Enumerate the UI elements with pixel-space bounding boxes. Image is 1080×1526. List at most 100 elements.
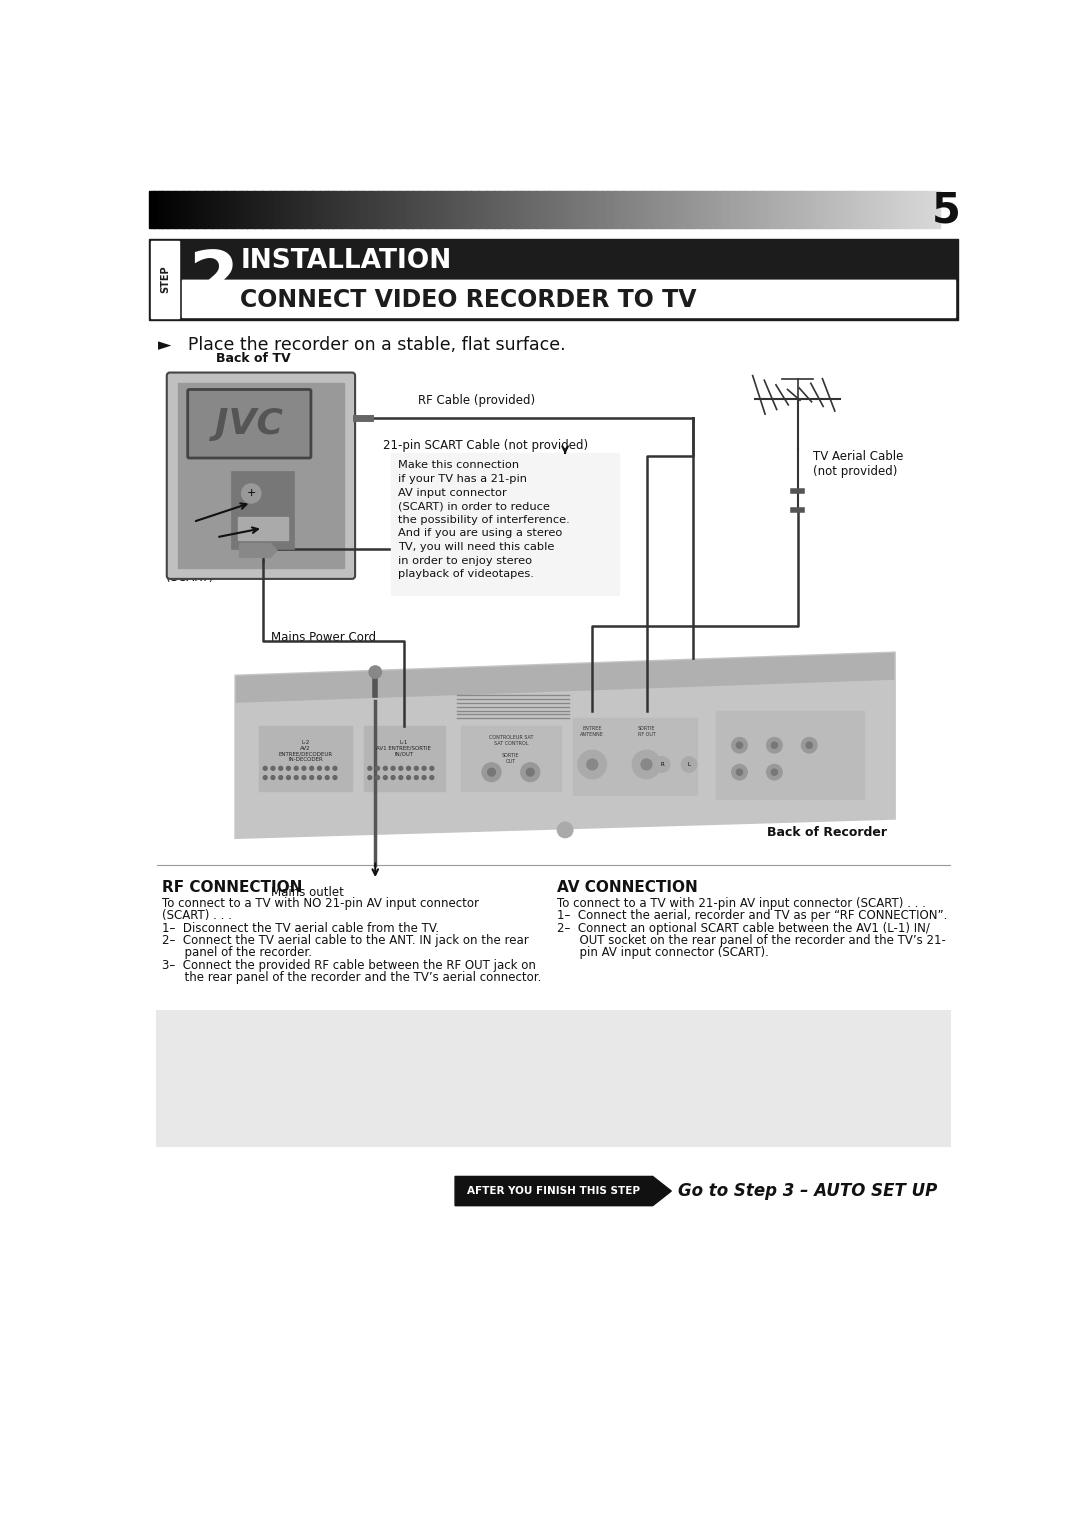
- Bar: [347, 191, 350, 227]
- Bar: [281, 191, 284, 227]
- Bar: [852, 191, 855, 227]
- Circle shape: [325, 766, 329, 771]
- Bar: [800, 191, 802, 227]
- Bar: [157, 191, 160, 227]
- Text: power before you start the Auto Set Up procedure described on page 6.: power before you start the Auto Set Up p…: [171, 1102, 705, 1117]
- Bar: [716, 711, 864, 800]
- Bar: [649, 191, 652, 227]
- Bar: [795, 191, 797, 227]
- Bar: [934, 191, 937, 227]
- Bar: [336, 191, 339, 227]
- Circle shape: [383, 766, 388, 771]
- Bar: [850, 191, 853, 227]
- Bar: [927, 191, 929, 227]
- Bar: [252, 191, 255, 227]
- Bar: [278, 191, 281, 227]
- Bar: [760, 191, 764, 227]
- Bar: [726, 191, 729, 227]
- Bar: [557, 191, 561, 227]
- Bar: [636, 191, 639, 227]
- Bar: [678, 191, 681, 227]
- Circle shape: [264, 775, 267, 780]
- Bar: [352, 191, 355, 227]
- Circle shape: [271, 775, 275, 780]
- Bar: [805, 191, 808, 227]
- Bar: [383, 191, 387, 227]
- Bar: [321, 191, 323, 227]
- Text: panel of the recorder.: panel of the recorder.: [162, 946, 312, 960]
- Bar: [839, 191, 842, 227]
- Circle shape: [737, 742, 743, 748]
- Bar: [391, 191, 394, 227]
- Bar: [396, 191, 400, 227]
- Bar: [177, 383, 345, 568]
- Bar: [676, 191, 679, 227]
- Circle shape: [294, 775, 298, 780]
- Bar: [819, 191, 821, 227]
- Circle shape: [771, 742, 778, 748]
- Bar: [197, 191, 200, 227]
- Bar: [275, 191, 279, 227]
- Bar: [579, 191, 581, 227]
- Bar: [802, 191, 806, 227]
- Bar: [762, 191, 766, 227]
- Bar: [858, 191, 861, 227]
- Circle shape: [806, 742, 812, 748]
- Bar: [328, 191, 332, 227]
- Polygon shape: [240, 543, 276, 557]
- Bar: [457, 191, 460, 227]
- Circle shape: [771, 769, 778, 775]
- Circle shape: [586, 758, 597, 769]
- Text: L-2
AV2
ENTREE/DECODEUR
IN-DECODER: L-2 AV2 ENTREE/DECODEUR IN-DECODER: [279, 740, 333, 761]
- Bar: [929, 191, 932, 227]
- Text: AFTER YOU FINISH THIS STEP: AFTER YOU FINISH THIS STEP: [468, 1186, 640, 1196]
- Bar: [442, 191, 445, 227]
- Bar: [885, 191, 887, 227]
- Bar: [178, 191, 181, 227]
- Circle shape: [399, 775, 403, 780]
- Bar: [233, 191, 237, 227]
- Bar: [220, 191, 224, 227]
- Bar: [713, 191, 716, 227]
- Text: 2–  Connect the TV aerial cable to the ANT. IN jack on the rear: 2– Connect the TV aerial cable to the AN…: [162, 934, 529, 946]
- Circle shape: [521, 763, 540, 781]
- Circle shape: [286, 775, 291, 780]
- Bar: [689, 191, 692, 227]
- Bar: [868, 191, 872, 227]
- Circle shape: [732, 737, 747, 752]
- Bar: [779, 191, 782, 227]
- Bar: [694, 191, 698, 227]
- Bar: [720, 191, 724, 227]
- Text: To connect to a TV with 21-pin AV input connector (SCART) . . .: To connect to a TV with 21-pin AV input …: [557, 897, 927, 909]
- Bar: [612, 191, 616, 227]
- Bar: [789, 191, 793, 227]
- Bar: [826, 191, 829, 227]
- Bar: [415, 191, 418, 227]
- Bar: [180, 191, 184, 227]
- Bar: [881, 191, 885, 227]
- Circle shape: [264, 766, 267, 771]
- Bar: [923, 191, 927, 227]
- Bar: [837, 191, 840, 227]
- Bar: [707, 191, 711, 227]
- Bar: [605, 191, 608, 227]
- Bar: [528, 191, 531, 227]
- Bar: [890, 191, 892, 227]
- Bar: [894, 191, 897, 227]
- Text: 2–  Connect an optional SCART cable between the AV1 (L-1) IN/: 2– Connect an optional SCART cable betwe…: [557, 922, 930, 934]
- Bar: [499, 191, 502, 227]
- Bar: [270, 191, 273, 227]
- Circle shape: [318, 766, 322, 771]
- Bar: [323, 191, 326, 227]
- Text: ENTREE
ANTENNE: ENTREE ANTENNE: [580, 726, 604, 737]
- Text: the rear panel of the recorder and the TV’s aerial connector.: the rear panel of the recorder and the T…: [162, 971, 541, 984]
- Bar: [481, 191, 484, 227]
- Bar: [813, 191, 816, 227]
- Bar: [360, 191, 363, 227]
- Text: ■Do NOT Plug the mains power cord into a mains outlet until all connections are : ■Do NOT Plug the mains power cord into a…: [171, 1056, 852, 1071]
- Bar: [777, 191, 779, 227]
- Text: 1–  Disconnect the TV aerial cable from the TV.: 1– Disconnect the TV aerial cable from t…: [162, 922, 440, 934]
- Circle shape: [415, 775, 418, 780]
- Bar: [913, 191, 916, 227]
- Text: AV CONNECTION: AV CONNECTION: [557, 881, 698, 894]
